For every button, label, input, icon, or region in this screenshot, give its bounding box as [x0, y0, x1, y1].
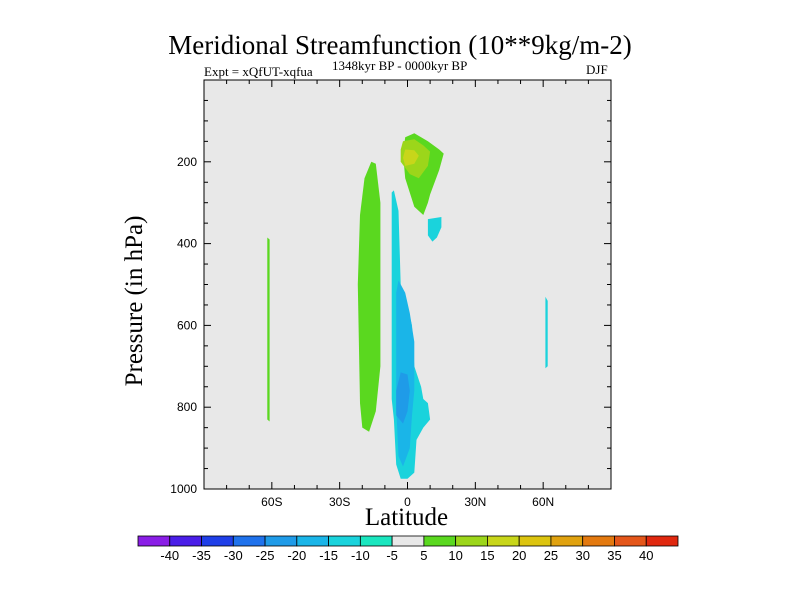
contour-positive-peak-upper [403, 149, 419, 166]
colorbar-label: 40 [639, 548, 653, 563]
x-tick-label: 30N [464, 495, 486, 509]
contour-negative-band-60N [545, 296, 548, 369]
colorbar-swatch [423, 535, 457, 547]
season-label: DJF [586, 62, 608, 77]
contour-positive-band-60S [267, 237, 270, 422]
colorbar-label: -25 [256, 548, 275, 563]
y-tick-label: 200 [177, 155, 197, 169]
colorbar-swatch [614, 535, 647, 547]
colorbar-swatch [328, 535, 361, 547]
colorbar-label: 30 [575, 548, 589, 563]
colorbar-swatch [582, 535, 615, 547]
colorbar-swatch [645, 535, 679, 547]
contour-negative-peak-equator [396, 372, 410, 424]
x-tick-label: 30S [329, 495, 350, 509]
colorbar-label: 20 [512, 548, 526, 563]
colorbar-label: -20 [287, 548, 306, 563]
y-tick-label: 400 [177, 237, 197, 251]
x-tick-label: 60N [532, 495, 554, 509]
x-tick-label: 60S [261, 495, 282, 509]
colorbar-label: 10 [448, 548, 462, 563]
colorbar-swatch [137, 535, 171, 547]
colorbar-swatch [201, 535, 234, 547]
colorbar-label: 5 [420, 548, 427, 563]
colorbar-swatch [296, 535, 329, 547]
colorbar-label: 35 [607, 548, 621, 563]
y-tick-label: 600 [177, 318, 197, 332]
colorbar-swatch [455, 535, 488, 547]
colorbar-label: 15 [480, 548, 494, 563]
colorbar-label: 25 [544, 548, 558, 563]
colorbar-label: -10 [351, 548, 370, 563]
colorbar-swatch [518, 535, 552, 547]
colorbar-swatch [232, 535, 266, 547]
colorbar-swatch [169, 535, 202, 547]
contour-negative-blob-10N [427, 217, 442, 242]
colorbar-label: -15 [319, 548, 338, 563]
colorbar-swatch [391, 535, 425, 547]
colorbar-label: -35 [192, 548, 211, 563]
colorbar-label: -5 [386, 548, 398, 563]
x-axis-label: Latitude [364, 504, 449, 531]
colorbar-label: -30 [224, 548, 243, 563]
y-tick-label: 1000 [170, 482, 197, 496]
colorbar-swatch [359, 535, 393, 547]
colorbar-label: -40 [160, 548, 179, 563]
chart-title: Meridional Streamfunction (10**9kg/m-2) [168, 30, 632, 60]
x-tick-label: 0 [404, 495, 411, 509]
time-range-label: 1348kyr BP - 0000kyr BP [332, 58, 468, 73]
colorbar-swatch [487, 535, 520, 547]
contour-positive-column-15S [357, 161, 381, 432]
colorbar-swatch [550, 535, 584, 547]
experiment-label: Expt = xQfUT-xqfua [204, 64, 313, 79]
colorbar-swatch [264, 535, 298, 547]
y-tick-label: 800 [177, 400, 197, 414]
